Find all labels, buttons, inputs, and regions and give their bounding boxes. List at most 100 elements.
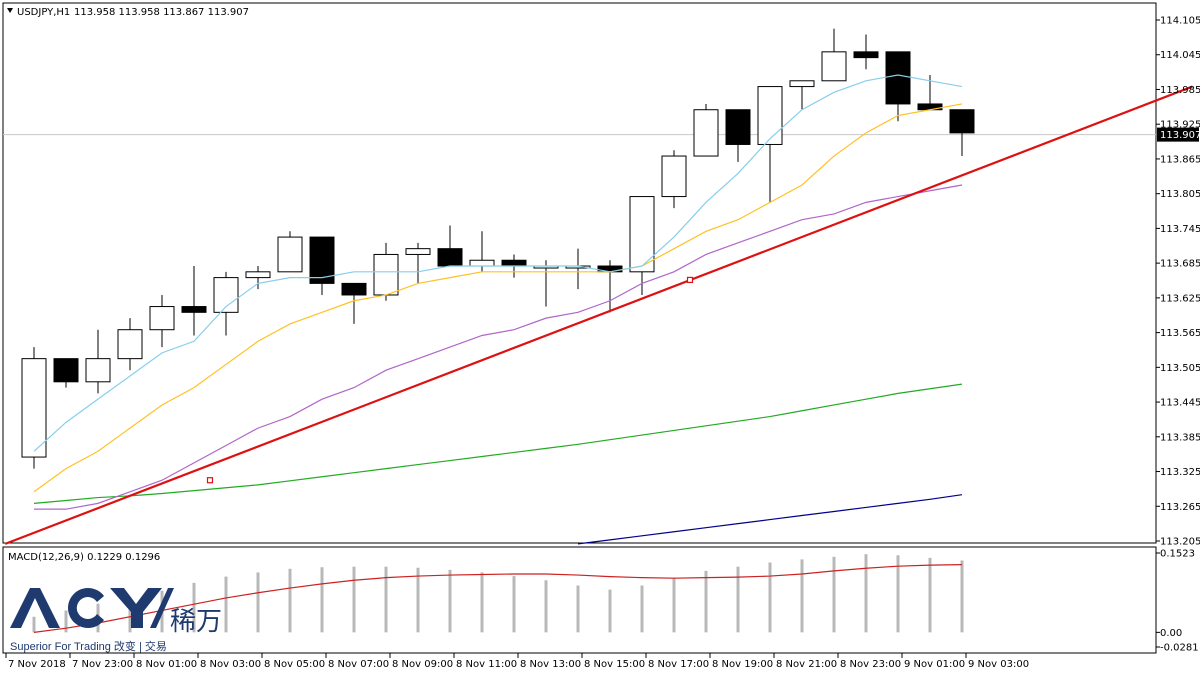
macd-histogram-bar <box>896 555 900 633</box>
price-tick-label: 113.625 <box>1160 293 1200 304</box>
macd-histogram-bar <box>800 559 804 633</box>
symbol-label: USDJPY,H1 <box>17 7 70 18</box>
candle-body <box>277 236 303 273</box>
price-tick-label: 113.805 <box>1160 189 1200 200</box>
macd-histogram-bar <box>544 580 548 633</box>
candle-body <box>821 51 847 82</box>
price-tick-label: 113.565 <box>1160 328 1200 339</box>
macd-histogram-bar <box>416 567 420 633</box>
ohlc-readout: 113.958 113.958 113.867 113.907 <box>74 7 249 18</box>
candle-body <box>885 51 911 105</box>
ma-200-line <box>577 494 963 545</box>
candle-body <box>757 86 783 145</box>
price-tick-label: 113.685 <box>1160 259 1200 270</box>
time-tick-label: 7 Nov 23:00 <box>72 659 133 670</box>
time-tick-label: 8 Nov 17:00 <box>648 659 709 670</box>
macd-tick-label: -0.0281 <box>1160 643 1199 654</box>
candle-body <box>53 358 79 383</box>
macd-histogram-bar <box>288 568 292 633</box>
macd-histogram-bar <box>576 585 580 633</box>
candle-body <box>341 282 367 296</box>
chart-frame <box>2 2 1157 654</box>
price-tick-label: 113.865 <box>1160 154 1200 165</box>
trendline-layer[interactable] <box>4 85 1193 545</box>
acy-logo-mark <box>10 588 174 628</box>
time-tick-label: 7 Nov 2018 <box>8 659 66 670</box>
logo-tagline: Superior For Trading 改变 | 交易 <box>10 639 167 653</box>
price-tick-label: 113.325 <box>1160 467 1200 478</box>
time-tick-label: 8 Nov 03:00 <box>200 659 261 670</box>
candle-body <box>469 259 495 267</box>
price-tick-label: 114.105 <box>1160 16 1200 27</box>
macd-histogram-bar <box>960 560 964 633</box>
logo-chinese-name: 稀万 <box>170 606 222 636</box>
candle-body <box>245 271 271 279</box>
time-tick-label: 8 Nov 07:00 <box>328 659 389 670</box>
time-tick-label: 8 Nov 21:00 <box>776 659 837 670</box>
candle-body <box>917 103 943 111</box>
time-tick-label: 8 Nov 15:00 <box>584 659 645 670</box>
candle-body <box>725 109 751 145</box>
macd-layer <box>32 554 964 633</box>
macd-tick-label: 0.1523 <box>1160 549 1195 560</box>
ma-100-line <box>33 383 963 504</box>
macd-histogram-bar <box>512 576 516 633</box>
price-tick-label: 113.265 <box>1160 502 1200 513</box>
macd-histogram-bar <box>256 572 260 633</box>
ma-fast-line <box>33 74 963 452</box>
macd-tick-label: 0.00 <box>1160 628 1182 639</box>
price-tick-label: 113.745 <box>1160 224 1200 235</box>
macd-histogram-bar <box>832 556 836 633</box>
time-tick-label: 9 Nov 03:00 <box>968 659 1029 670</box>
trendline <box>4 85 1193 545</box>
candle-body <box>597 265 623 273</box>
collapse-triangle-icon <box>7 8 13 13</box>
current-price-label: 113.907 <box>1160 130 1200 141</box>
macd-axis: 0.1523 0.00 -0.0281 <box>1156 549 1199 654</box>
macd-histogram-bar <box>224 576 228 633</box>
trendline-anchor <box>686 276 694 284</box>
acy-logo: 稀万 Superior For Trading 改变 | 交易 <box>10 588 222 653</box>
trendline-anchor <box>206 477 214 484</box>
candle-body <box>853 51 879 59</box>
time-tick-label: 8 Nov 05:00 <box>264 659 325 670</box>
macd-histogram-bar <box>480 572 484 633</box>
candles-layer <box>21 28 975 469</box>
candle-body <box>661 155 687 198</box>
time-tick-label: 9 Nov 01:00 <box>904 659 965 670</box>
moving-averages-layer <box>33 74 963 545</box>
macd-histogram-bar <box>704 570 708 633</box>
price-tick-label: 113.505 <box>1160 363 1200 374</box>
macd-histogram-bar <box>640 585 644 633</box>
macd-histogram-bar <box>608 589 612 633</box>
time-axis: 7 Nov 2018 7 Nov 23:00 8 Nov 01:00 8 Nov 03… <box>5 653 1029 670</box>
macd-histogram-bar <box>128 597 132 633</box>
macd-histogram-bar <box>320 567 324 633</box>
time-tick-label: 8 Nov 23:00 <box>840 659 901 670</box>
macd-histogram-bar <box>928 557 932 633</box>
candle-body <box>789 80 815 88</box>
time-tick-label: 8 Nov 09:00 <box>392 659 453 670</box>
macd-histogram-bar <box>448 569 452 633</box>
candle-body <box>437 248 463 267</box>
price-tick-label: 114.045 <box>1160 50 1200 61</box>
macd-histogram-bar <box>864 554 868 633</box>
price-tick-label: 113.205 <box>1160 537 1200 548</box>
candle-body <box>373 253 399 296</box>
candle-body <box>629 196 655 273</box>
candle-body <box>949 109 975 134</box>
macd-histogram-bar <box>192 582 196 633</box>
macd-histogram-bar <box>32 616 36 633</box>
candle-body <box>181 306 207 313</box>
macd-histogram-bar <box>352 566 356 633</box>
chart-header: USDJPY,H1 113.958 113.958 113.867 113.90… <box>7 7 249 18</box>
candle-body <box>117 329 143 360</box>
time-tick-label: 8 Nov 13:00 <box>520 659 581 670</box>
macd-histogram-bar <box>768 562 772 633</box>
price-tick-label: 113.985 <box>1160 85 1200 96</box>
macd-histogram-bar <box>384 566 388 633</box>
time-tick-label: 8 Nov 01:00 <box>136 659 197 670</box>
candle-body <box>693 109 719 157</box>
